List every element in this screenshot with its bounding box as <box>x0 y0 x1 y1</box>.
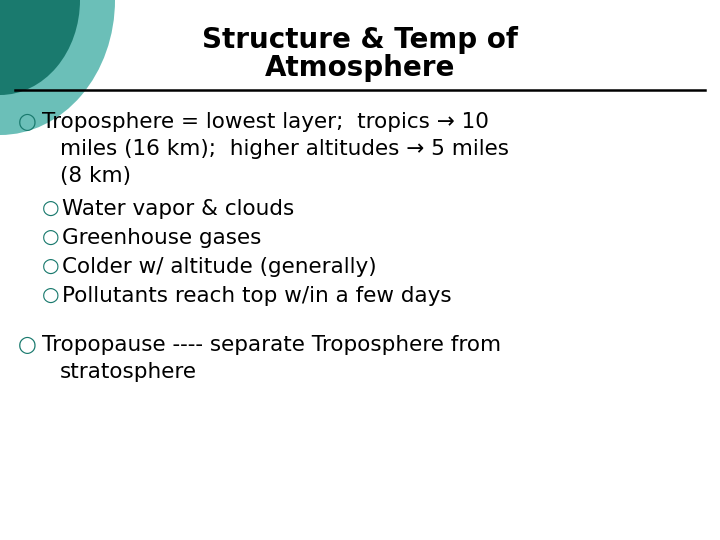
Text: Colder w/ altitude (generally): Colder w/ altitude (generally) <box>62 257 377 277</box>
Text: Greenhouse gases: Greenhouse gases <box>62 228 261 248</box>
Text: ○: ○ <box>42 257 60 276</box>
Text: Tropopause ---- separate Troposphere from: Tropopause ---- separate Troposphere fro… <box>42 335 501 355</box>
Text: ○: ○ <box>42 228 60 247</box>
Text: Atmosphere: Atmosphere <box>265 54 455 82</box>
Text: stratosphere: stratosphere <box>60 362 197 382</box>
Text: ○: ○ <box>42 199 60 218</box>
Text: Structure & Temp of: Structure & Temp of <box>202 26 518 54</box>
Text: ○: ○ <box>18 112 37 132</box>
Ellipse shape <box>0 0 80 95</box>
Text: Troposphere = lowest layer;  tropics → 10: Troposphere = lowest layer; tropics → 10 <box>42 112 489 132</box>
Text: Water vapor & clouds: Water vapor & clouds <box>62 199 294 219</box>
Text: (8 km): (8 km) <box>60 166 131 186</box>
Ellipse shape <box>0 0 115 135</box>
Text: ○: ○ <box>18 335 37 355</box>
Text: Pollutants reach top w/in a few days: Pollutants reach top w/in a few days <box>62 286 451 306</box>
Text: miles (16 km);  higher altitudes → 5 miles: miles (16 km); higher altitudes → 5 mile… <box>60 139 509 159</box>
Text: ○: ○ <box>42 286 60 305</box>
